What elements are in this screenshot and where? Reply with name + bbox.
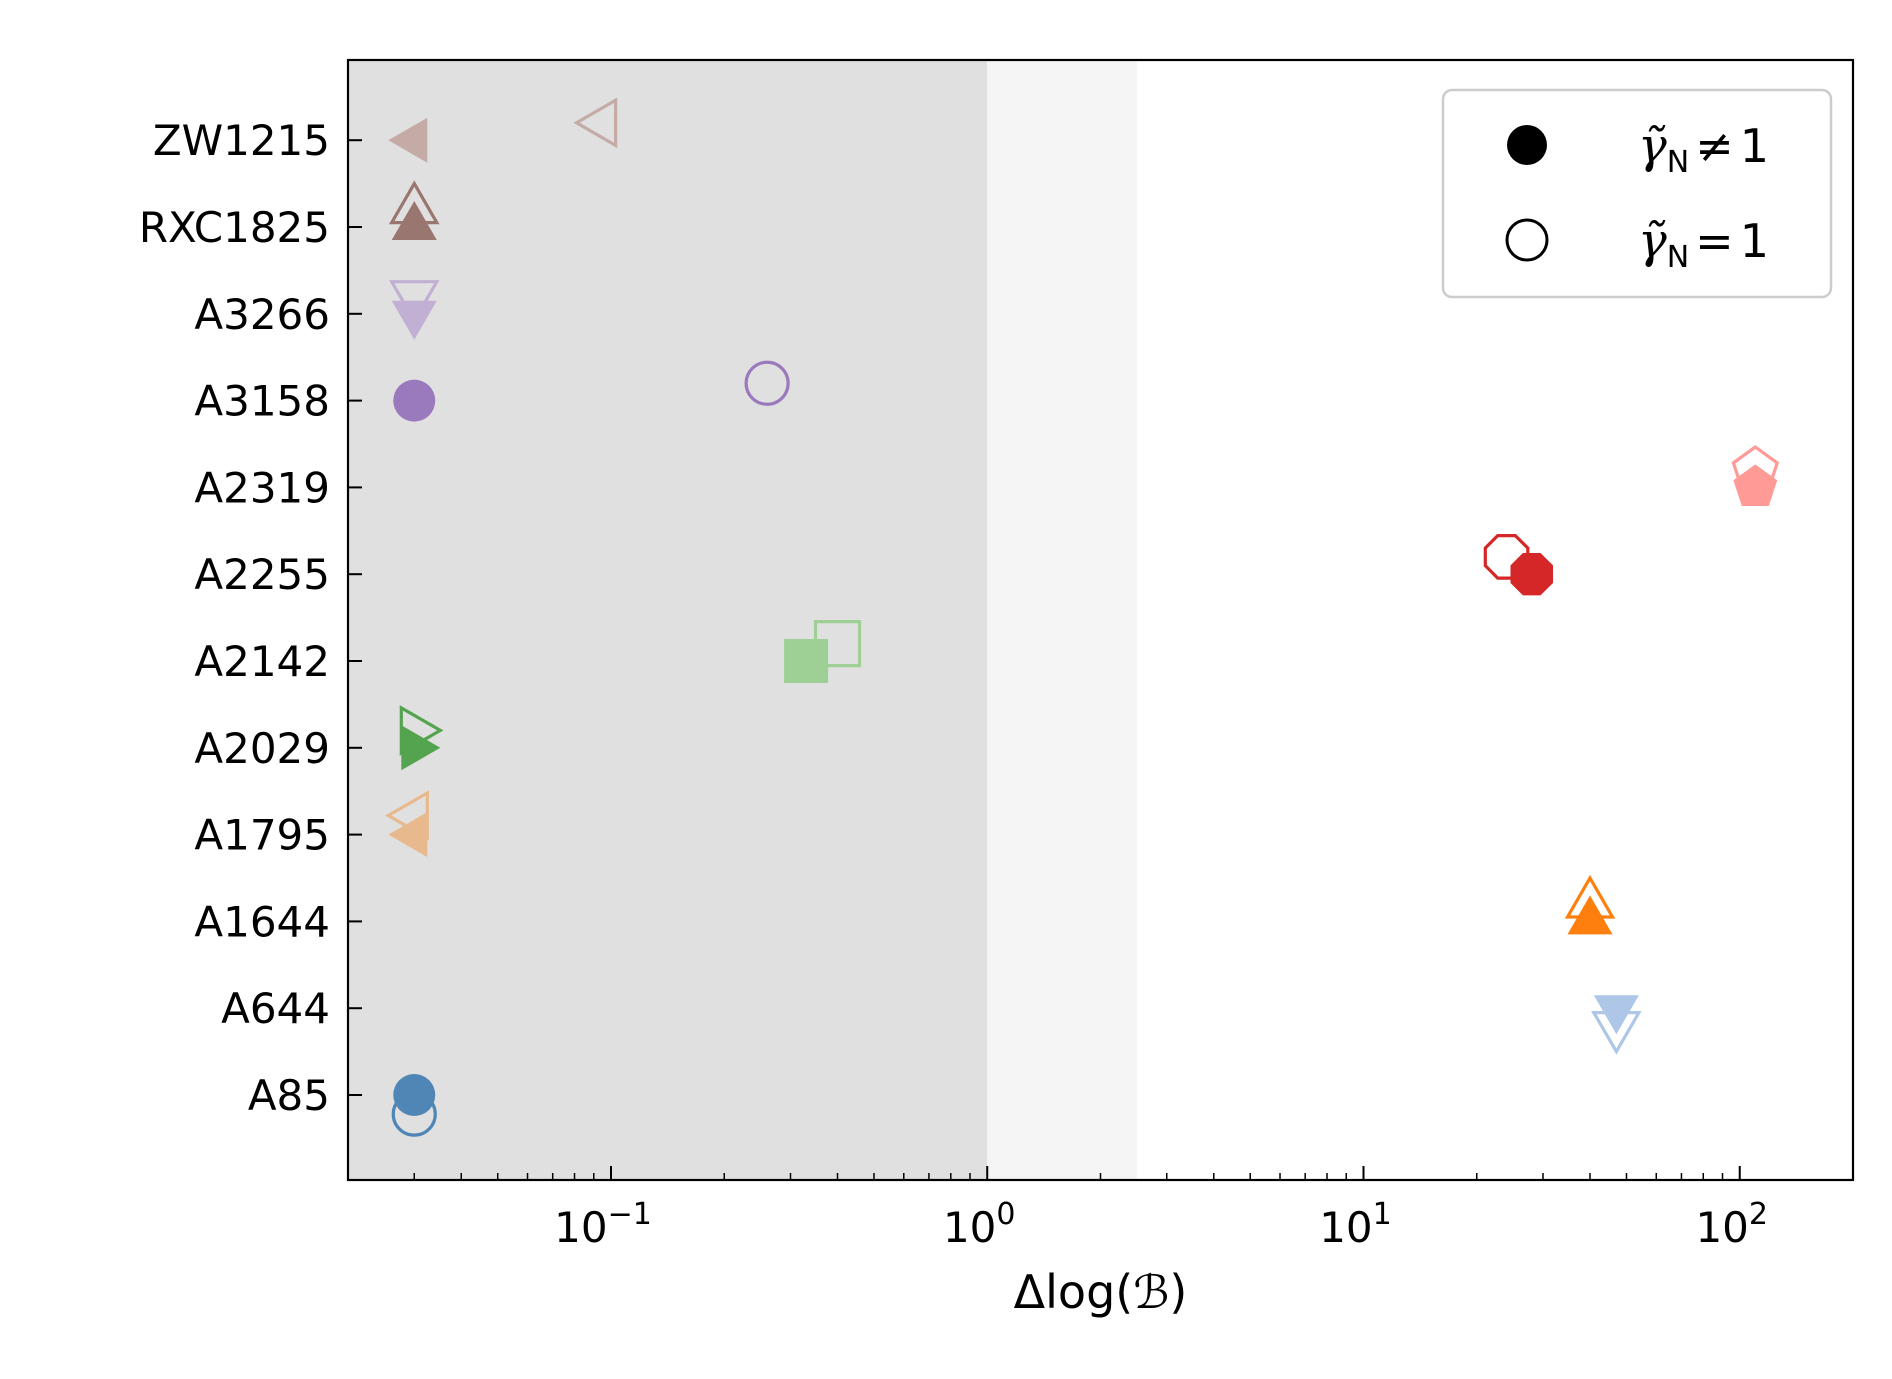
legend: γ̃N ≠ 1 γ̃N = 1 xyxy=(1441,88,1833,299)
point-open-ZW1215 xyxy=(573,97,618,149)
point-filled-A2029 xyxy=(401,725,441,771)
x-tick-label: 102 xyxy=(1695,1197,1768,1252)
y-tick-label: A644 xyxy=(221,984,330,1033)
y-tick-label: A2142 xyxy=(194,637,330,686)
y-tick-label: ZW1215 xyxy=(153,116,330,165)
plot-frame xyxy=(346,58,1855,1182)
data-points xyxy=(385,97,1780,1137)
point-filled-A3158 xyxy=(393,379,436,422)
y-tick-label: A85 xyxy=(248,1071,330,1120)
point-filled-ZW1215 xyxy=(388,117,428,163)
point-open-A2255 xyxy=(1483,533,1530,580)
point-filled-A644 xyxy=(1593,995,1639,1035)
legend-box xyxy=(1441,88,1833,299)
point-open-A3158 xyxy=(744,360,790,406)
y-tick-label: A2255 xyxy=(194,550,330,599)
point-filled-A2142 xyxy=(784,639,829,683)
legend-label-filled: γ̃N ≠ 1 xyxy=(1638,118,1769,180)
y-tick-label: A2319 xyxy=(194,463,330,512)
y-tick-label: RXC1825 xyxy=(139,203,330,252)
y-tick-label: A1644 xyxy=(194,897,330,946)
point-filled-A85 xyxy=(393,1074,436,1116)
x-tick-label: 10−1 xyxy=(554,1197,652,1252)
point-filled-A1795 xyxy=(388,812,428,858)
y-tick-label: A2029 xyxy=(194,724,330,773)
shaded-region-0 xyxy=(348,60,988,1180)
y-tick-label: A3158 xyxy=(194,377,330,426)
shaded-regions xyxy=(348,60,1137,1180)
x-tick-label: 101 xyxy=(1319,1197,1392,1252)
shaded-region-1 xyxy=(987,60,1137,1180)
point-filled-A2255 xyxy=(1510,553,1553,596)
legend-marker-filled xyxy=(1507,125,1547,165)
legend-label-open: γ̃N = 1 xyxy=(1638,213,1769,275)
y-tick-label: A3266 xyxy=(194,290,330,339)
x-axis-label: Δlog(ℬ) xyxy=(1014,1265,1188,1319)
y-tick-label: A1795 xyxy=(194,811,330,860)
legend-marker-open xyxy=(1505,218,1549,262)
axis-ticks: 10−1 100 101 102 A85 A644 A1644 A1795 A2029 A2142… xyxy=(139,116,1768,1252)
point-filled-RXC1825 xyxy=(391,201,437,240)
point-filled-A2319 xyxy=(1733,464,1778,506)
point-filled-A1644 xyxy=(1567,895,1613,935)
point-filled-A3266 xyxy=(391,300,437,340)
x-tick-label: 100 xyxy=(943,1197,1016,1252)
